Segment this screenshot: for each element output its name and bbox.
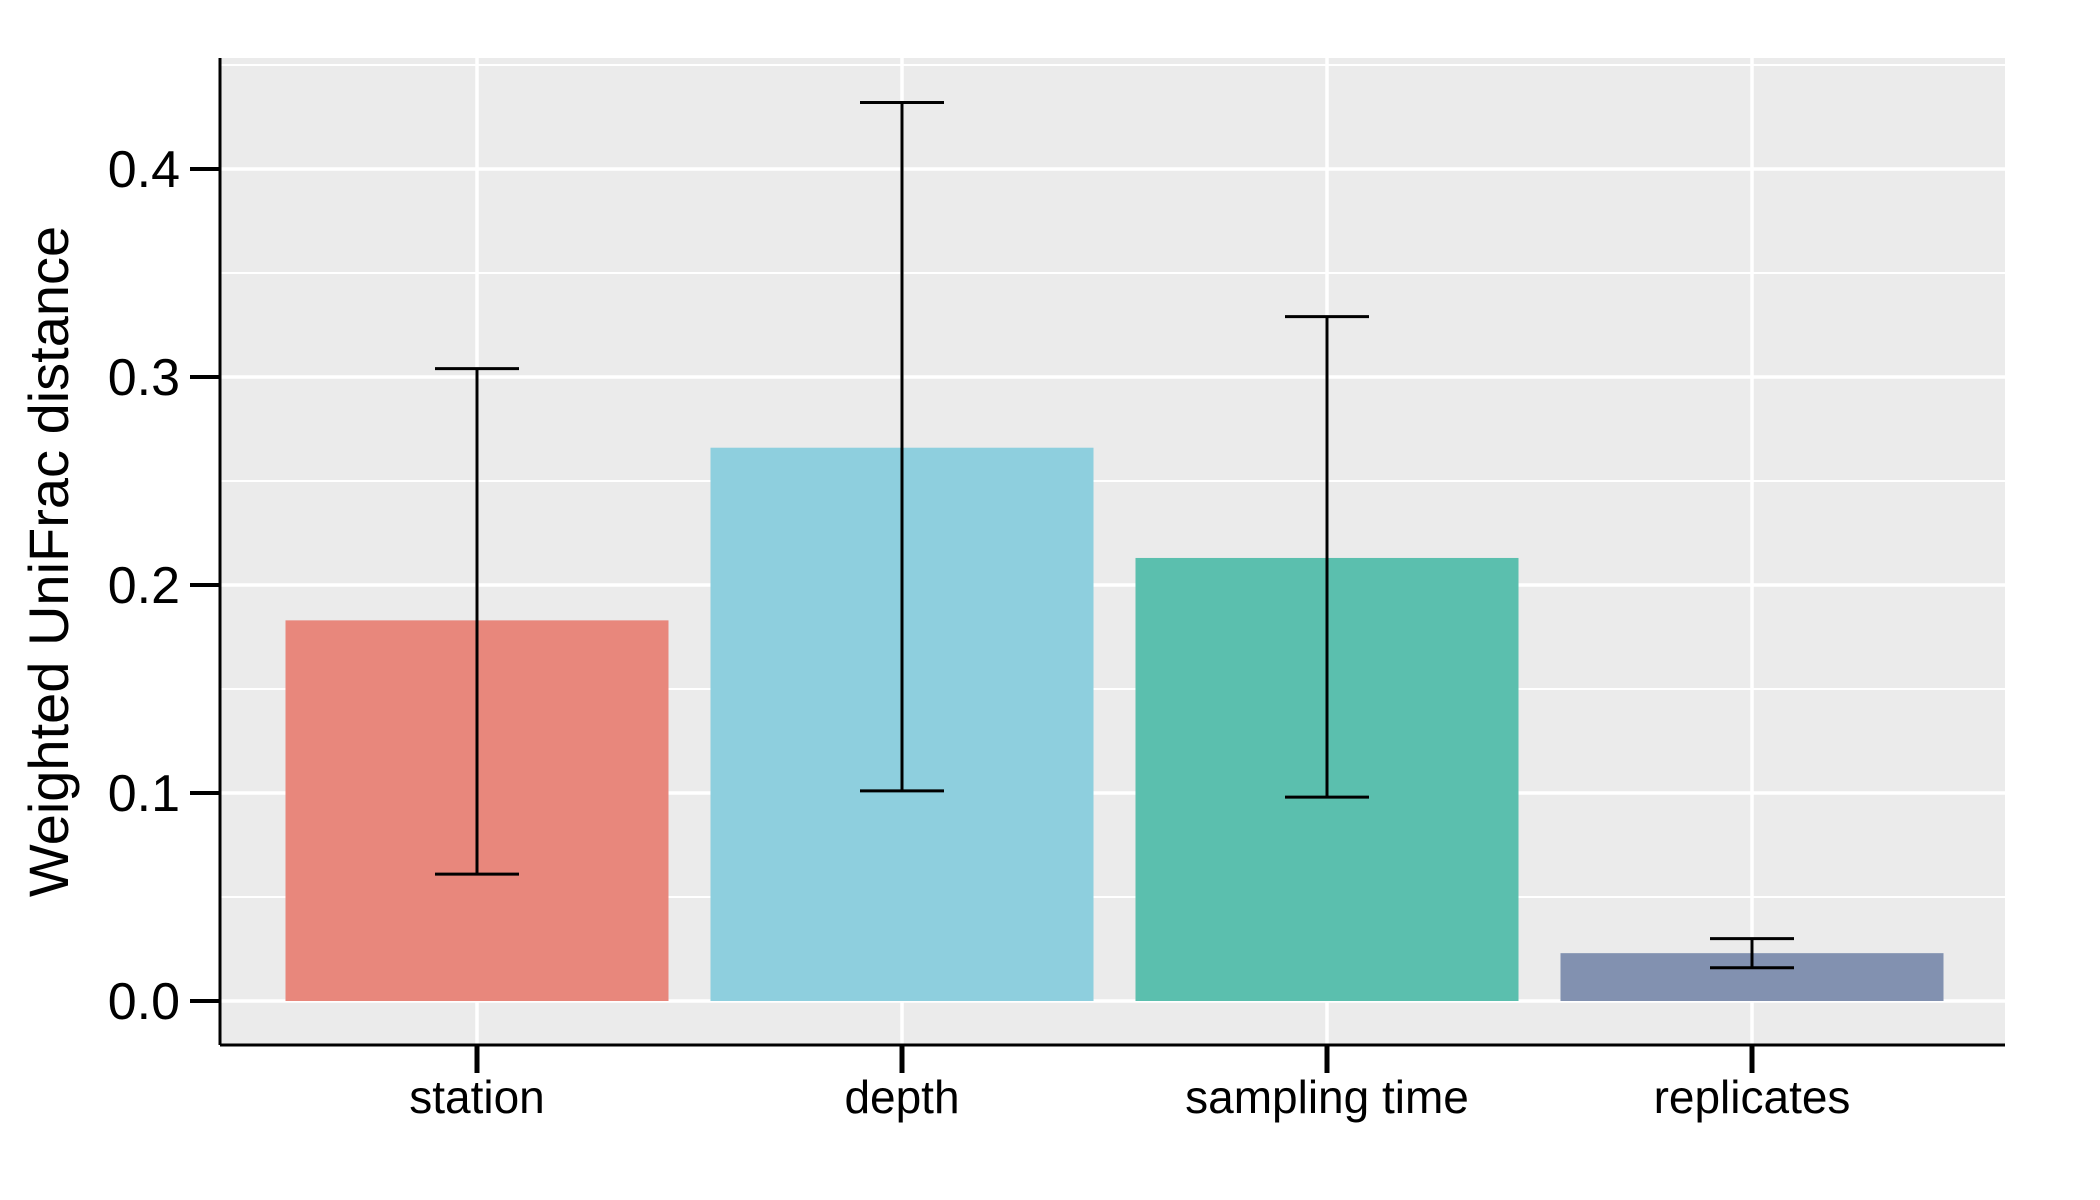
y-axis-title: Weighted UniFrac distance bbox=[17, 226, 80, 897]
axes bbox=[218, 58, 2005, 1047]
error-bars bbox=[435, 100, 1794, 970]
x-tick-label: replicates bbox=[1654, 1071, 1851, 1123]
y-tick-label: 0.1 bbox=[108, 765, 180, 823]
error-bar-sampling-time bbox=[1285, 315, 1369, 799]
x-tick-label: sampling time bbox=[1185, 1071, 1469, 1123]
x-axis-ticks: station depth sampling time replicates bbox=[409, 1045, 1850, 1123]
error-bar-station bbox=[435, 367, 519, 876]
y-tick-label: 0.4 bbox=[108, 141, 180, 199]
y-tick-label: 0.3 bbox=[108, 349, 180, 407]
y-axis-ticks: 0.0 0.1 0.2 0.3 0.4 bbox=[108, 141, 220, 1031]
y-tick-label: 0.2 bbox=[108, 557, 180, 615]
x-tick-label: station bbox=[409, 1071, 545, 1123]
x-tick-label: depth bbox=[844, 1071, 959, 1123]
error-bar-replicates bbox=[1710, 937, 1794, 970]
error-bar-depth bbox=[860, 100, 944, 793]
y-tick-label: 0.0 bbox=[108, 973, 180, 1031]
